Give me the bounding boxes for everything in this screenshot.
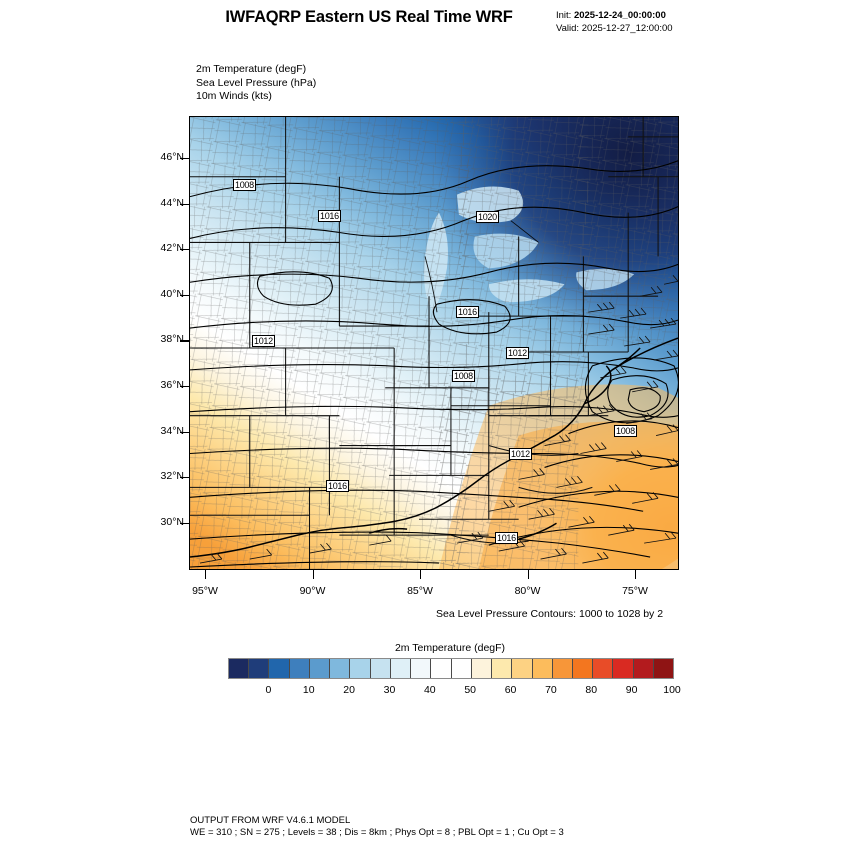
map-plot-area: 1008 1016 1020 1016 1012 1012 1008 1008 1012 1016… <box>189 116 679 570</box>
colorbar-tick-label: 90 <box>625 684 638 696</box>
lat-tick-label: 30°N <box>160 515 184 528</box>
model-footer: OUTPUT FROM WRF V4.6.1 MODEL WE = 310 ; … <box>190 815 564 839</box>
lat-tick-label: 46°N <box>160 151 184 163</box>
colorbar-title: 2m Temperature (degF) <box>394 642 506 654</box>
lat-tick-mark <box>180 249 189 251</box>
colorbar-segment <box>653 659 674 678</box>
lat-tick-label: 40°N <box>160 287 184 300</box>
variable-winds: 10m Winds (kts) <box>196 90 272 102</box>
lat-tick-label: 34°N <box>160 424 184 437</box>
contour-label: 1016 <box>318 210 341 222</box>
model-timestamps: Init: 2025-12-24_00:00:00 Valid: 2025-12… <box>556 10 673 35</box>
footer-line-2: WE = 310 ; SN = 275 ; Levels = 38 ; Dis … <box>190 827 564 838</box>
colorbar-segment <box>451 659 472 678</box>
colorbar-tick-labels: 0 10 20 30 40 50 60 70 80 90 100 <box>228 684 680 700</box>
lon-tick-label: 80°W <box>514 585 541 597</box>
footer-line-1: OUTPUT FROM WRF V4.6.1 MODEL <box>190 815 351 826</box>
colorbar-segment <box>512 659 533 678</box>
variable-temperature: 2m Temperature (degF) <box>196 63 307 75</box>
colorbar-segment <box>411 659 432 678</box>
contour-label: 1012 <box>252 335 275 347</box>
colorbar-segment <box>532 659 553 678</box>
colorbar-tick-label: 20 <box>343 684 355 696</box>
colorbar-segment <box>431 659 452 678</box>
lat-tick-mark <box>180 477 189 479</box>
colorbar-segment <box>249 659 270 678</box>
lat-tick-mark <box>180 522 189 524</box>
contour-label: 1008 <box>233 179 256 191</box>
colorbar-tick-label: 0 <box>265 684 272 696</box>
colorbar-segment <box>633 659 654 678</box>
colorbar-tick-label: 60 <box>504 684 517 696</box>
lat-tick-label: 44°N <box>160 196 184 209</box>
colorbar-segment <box>492 659 513 678</box>
page-title: IWFAQRP Eastern US Real Time WRF <box>225 8 513 26</box>
lat-tick-mark <box>180 386 189 388</box>
contour-label: 1016 <box>456 306 479 318</box>
colorbar-segment <box>572 659 594 678</box>
state-boundaries <box>190 117 678 569</box>
colorbar-tick-label: 70 <box>545 684 557 696</box>
lat-tick-label: 36°N <box>160 379 184 391</box>
lon-tick-mark <box>635 570 637 579</box>
colorbar-segment <box>471 659 493 678</box>
map-svg <box>190 117 678 569</box>
init-label: Init: <box>556 10 572 21</box>
colorbar-tick-label: 30 <box>383 684 396 696</box>
slp-caption: Sea Level Pressure Contours: 1000 to 102… <box>436 608 664 620</box>
colorbar-tick-label: 100 <box>663 684 681 696</box>
colorbar-segment <box>330 659 351 678</box>
variable-list: 2m Temperature (degF) Sea Level Pressure… <box>196 63 316 104</box>
colorbar-segment <box>552 659 573 678</box>
lon-tick-label: 90°W <box>299 585 326 597</box>
lat-tick-label: 32°N <box>160 470 184 483</box>
lat-tick-mark <box>180 340 189 342</box>
colorbar <box>228 658 674 679</box>
init-value: 2025-12-24_00:00:00 <box>573 10 666 21</box>
lon-tick-label: 85°W <box>407 585 433 597</box>
contour-label: 1016 <box>495 532 518 544</box>
contour-label: 1012 <box>506 347 529 359</box>
lat-tick-mark <box>180 431 189 433</box>
contour-label: 1008 <box>614 425 637 437</box>
lat-tick-mark <box>180 203 189 205</box>
colorbar-tick-label: 10 <box>302 684 315 696</box>
contour-label: 1016 <box>326 480 349 492</box>
lat-tick-label: 42°N <box>160 242 184 255</box>
colorbar-tick-label: 50 <box>464 684 477 696</box>
colorbar-segment <box>350 659 371 678</box>
lon-tick-mark <box>420 570 422 579</box>
lon-tick-label: 75°W <box>622 585 648 597</box>
contour-label: 1008 <box>452 370 475 382</box>
contour-label: 1020 <box>476 211 499 223</box>
colorbar-segment <box>289 659 310 678</box>
colorbar-segment <box>390 659 412 678</box>
colorbar-tick-label: 40 <box>423 684 436 696</box>
lat-tick-mark <box>180 294 189 296</box>
lon-tick-label: 95°W <box>192 585 218 597</box>
colorbar-segment <box>613 659 634 678</box>
colorbar-segment <box>309 659 331 678</box>
colorbar-segment <box>593 659 614 678</box>
lat-tick-mark <box>180 158 189 160</box>
lat-tick-label: 38°N <box>160 333 184 346</box>
colorbar-segment <box>229 659 250 678</box>
lon-tick-mark <box>527 570 529 579</box>
lon-tick-mark <box>205 570 207 579</box>
valid-value: 2025-12-27_12:00:00 <box>581 22 673 34</box>
lon-tick-mark <box>312 570 314 579</box>
colorbar-segment <box>370 659 391 678</box>
variable-slp: Sea Level Pressure (hPa) <box>196 76 317 89</box>
colorbar-segment <box>269 659 290 678</box>
contour-label: 1012 <box>509 448 532 460</box>
valid-label: Valid: <box>556 22 580 34</box>
colorbar-tick-label: 80 <box>585 684 598 696</box>
